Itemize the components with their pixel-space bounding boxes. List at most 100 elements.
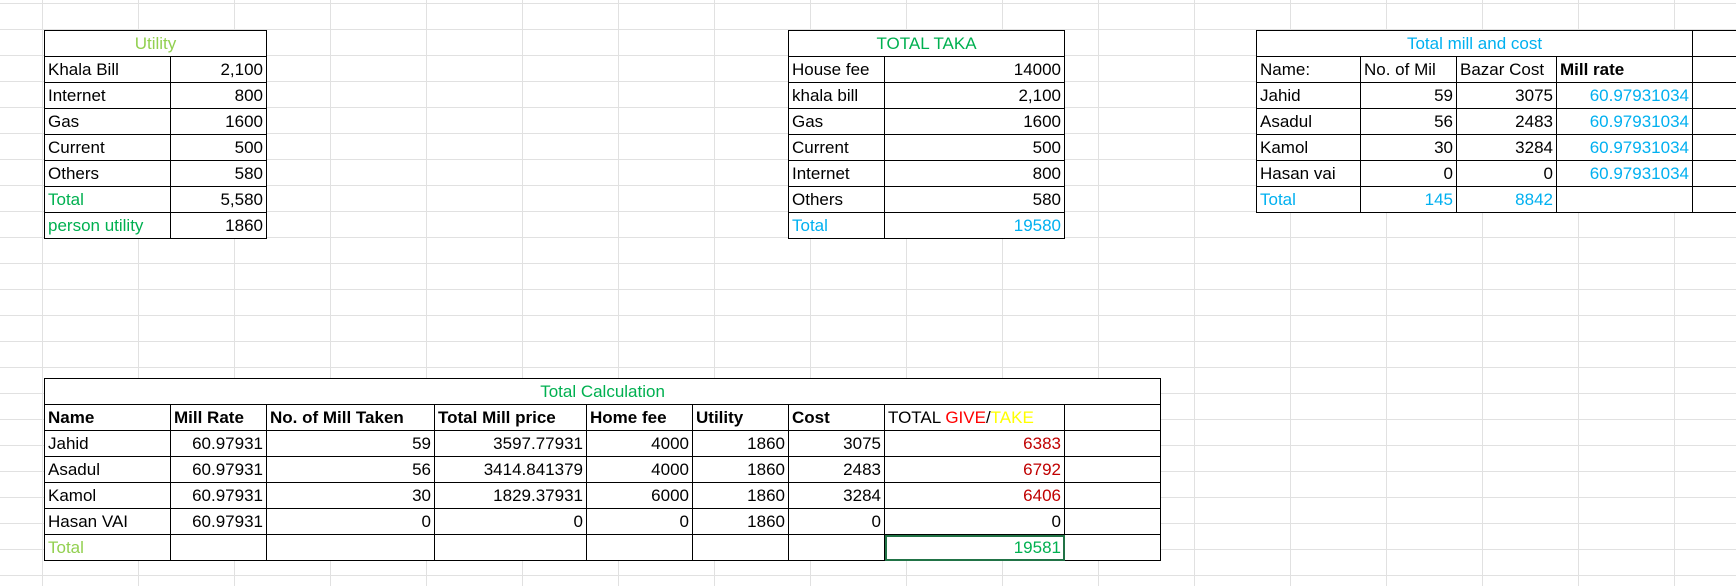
cell-cost[interactable]: 3075	[788, 430, 885, 457]
empty-cell[interactable]	[1692, 82, 1736, 109]
cell-rate[interactable]: 60.97931034	[1556, 82, 1693, 109]
cell-value[interactable]: 14000	[883, 56, 1066, 83]
cell-name[interactable]: Jahid	[1256, 82, 1361, 109]
header-mil[interactable]: No. of Mil	[1360, 56, 1457, 83]
cell-cost[interactable]: 3284	[788, 482, 885, 509]
cell-label[interactable]: Others	[788, 186, 885, 213]
cell-mil[interactable]: 59	[1360, 82, 1457, 109]
cell-label[interactable]: Khala Bill	[44, 56, 171, 83]
cell-cost[interactable]: 0	[1456, 160, 1557, 187]
empty-cell[interactable]	[1692, 108, 1736, 135]
header-mill-taken[interactable]: No. of Mill Taken	[266, 404, 435, 431]
cell-label[interactable]: Gas	[44, 108, 171, 135]
cell-mill-rate[interactable]: 60.97931	[170, 482, 267, 509]
cell-value[interactable]: 800	[883, 160, 1066, 187]
cell-value[interactable]: 2,100	[883, 82, 1066, 109]
total-label[interactable]: Total	[44, 534, 171, 561]
header-mill-price[interactable]: Total Mill price	[434, 404, 587, 431]
cell-mil[interactable]: 30	[1360, 134, 1457, 161]
cell-mill-rate[interactable]: 60.97931	[170, 456, 267, 483]
cell-label[interactable]: Others	[44, 160, 171, 187]
total-label[interactable]: Total	[44, 186, 171, 213]
cell-label[interactable]: Internet	[44, 82, 171, 109]
header-name[interactable]: Name	[44, 404, 171, 431]
cell-cost[interactable]: 3075	[1456, 82, 1557, 109]
empty-cell[interactable]	[1692, 134, 1736, 161]
empty-cell[interactable]	[266, 534, 435, 561]
empty-cell[interactable]	[1063, 456, 1162, 483]
cell-give-take[interactable]: 6383	[884, 430, 1065, 457]
header-home-fee[interactable]: Home fee	[586, 404, 693, 431]
cell-mil[interactable]: 56	[1360, 108, 1457, 135]
total-taka-title[interactable]: TOTAL TAKA	[787, 30, 1066, 57]
cell-cost[interactable]: 2483	[788, 456, 885, 483]
cell-value[interactable]: 1600	[170, 108, 267, 135]
header-cost[interactable]: Bazar Cost	[1456, 56, 1557, 83]
cell-mill-taken[interactable]: 30	[266, 482, 435, 509]
header-give-take[interactable]: TOTAL GIVE/TAKE	[884, 404, 1065, 431]
total-value[interactable]: 19580	[883, 212, 1066, 239]
empty-cell[interactable]	[1063, 534, 1162, 561]
cell-cost[interactable]: 3284	[1456, 134, 1557, 161]
header-cost[interactable]: Cost	[788, 404, 885, 431]
cell-give-take[interactable]: 6406	[884, 482, 1065, 509]
empty-cell[interactable]	[1692, 186, 1736, 213]
cell-value[interactable]: 1600	[883, 108, 1066, 135]
person-utility-value[interactable]: 1860	[170, 212, 267, 239]
cell-name[interactable]: Asadul	[44, 456, 171, 483]
empty-cell[interactable]	[1063, 404, 1162, 431]
cell-name[interactable]: Hasan vai	[1256, 160, 1361, 187]
header-name[interactable]: Name:	[1256, 56, 1361, 83]
cell-give-take[interactable]: 0	[884, 508, 1065, 535]
cell-label[interactable]: Gas	[788, 108, 885, 135]
cell-value[interactable]: 580	[170, 160, 267, 187]
empty-cell[interactable]	[1063, 482, 1162, 509]
empty-cell[interactable]	[1556, 186, 1693, 213]
cell-mill-price[interactable]: 3414.841379	[434, 456, 587, 483]
cell-mil[interactable]: 0	[1360, 160, 1457, 187]
cell-mill-rate[interactable]: 60.97931	[170, 430, 267, 457]
total-label[interactable]: Total	[788, 212, 885, 239]
total-cost[interactable]: 8842	[1456, 186, 1557, 213]
empty-cell[interactable]	[1692, 56, 1736, 83]
cell-label[interactable]: Internet	[788, 160, 885, 187]
cell-name[interactable]: Kamol	[1256, 134, 1361, 161]
cell-value[interactable]: 800	[170, 82, 267, 109]
cell-rate[interactable]: 60.97931034	[1556, 160, 1693, 187]
cell-label[interactable]: Current	[44, 134, 171, 161]
cell-label[interactable]: khala bill	[788, 82, 885, 109]
empty-cell[interactable]	[1692, 30, 1736, 57]
person-utility-label[interactable]: person utility	[44, 212, 171, 239]
cell-home-fee[interactable]: 4000	[586, 430, 693, 457]
cell-label[interactable]: Current	[788, 134, 885, 161]
cell-mill-price[interactable]: 0	[434, 508, 587, 535]
cell-name[interactable]: Kamol	[44, 482, 171, 509]
empty-cell[interactable]	[1063, 430, 1162, 457]
cell-utility[interactable]: 1860	[692, 430, 789, 457]
cell-cost[interactable]: 2483	[1456, 108, 1557, 135]
cell-mill-taken[interactable]: 59	[266, 430, 435, 457]
header-rate[interactable]: Mill rate	[1556, 56, 1693, 83]
cell-mill-taken[interactable]: 56	[266, 456, 435, 483]
empty-cell[interactable]	[434, 534, 587, 561]
empty-cell[interactable]	[692, 534, 789, 561]
cell-utility[interactable]: 1860	[692, 456, 789, 483]
cell-home-fee[interactable]: 6000	[586, 482, 693, 509]
cell-mill-price[interactable]: 3597.77931	[434, 430, 587, 457]
cell-home-fee[interactable]: 4000	[586, 456, 693, 483]
calc-title[interactable]: Total Calculation	[43, 378, 1162, 405]
total-mil[interactable]: 145	[1360, 186, 1457, 213]
cell-utility[interactable]: 1860	[692, 482, 789, 509]
cell-mill-rate[interactable]: 60.97931	[170, 508, 267, 535]
cell-rate[interactable]: 60.97931034	[1556, 108, 1693, 135]
cell-value[interactable]: 500	[883, 134, 1066, 161]
empty-cell[interactable]	[1063, 508, 1162, 535]
total-value-selected-cell[interactable]: 19581	[884, 534, 1065, 561]
cell-label[interactable]: House fee	[788, 56, 885, 83]
cell-value[interactable]: 580	[883, 186, 1066, 213]
cell-mill-price[interactable]: 1829.37931	[434, 482, 587, 509]
cell-cost[interactable]: 0	[788, 508, 885, 535]
header-utility[interactable]: Utility	[692, 404, 789, 431]
mill-cost-title[interactable]: Total mill and cost	[1256, 30, 1693, 57]
cell-mill-taken[interactable]: 0	[266, 508, 435, 535]
